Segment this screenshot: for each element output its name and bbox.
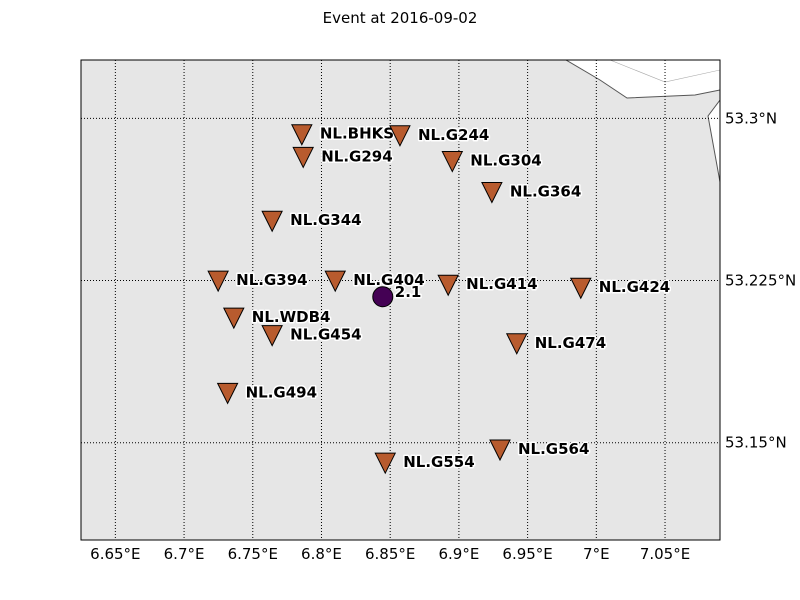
station-label: NL.G394 (236, 271, 307, 289)
station-label: NL.G474 (535, 334, 606, 352)
station-marker: NL.G564 (489, 438, 591, 462)
station-marker: NL.G394 (207, 270, 309, 293)
station-marker: NL.G404 (324, 270, 426, 293)
land-layer (565, 60, 720, 183)
station-triangle-icon (374, 452, 397, 475)
event-magnitude-label: 2.1 (395, 283, 422, 301)
station-marker: NL.BHKS (291, 123, 396, 146)
lat-tick-label: 53.3°N (725, 109, 777, 127)
station-triangle-icon (261, 325, 283, 347)
lat-tick-label: 53.225°N (725, 272, 796, 290)
station-marker: NL.G474 (505, 332, 608, 355)
station-triangle-icon (389, 125, 411, 147)
longitude-tick-labels: 6.65°E 6.7°E 6.75°E 6.8°E 6.85°E 6.9°E 6.95°E 7… (90, 545, 690, 563)
event-epicenter-marker (372, 286, 394, 308)
station-marker: NL.G554 (374, 452, 476, 475)
station-triangle-icon (207, 270, 229, 293)
lon-tick-label: 6.65°E (90, 545, 140, 563)
station-label: NL.G494 (246, 383, 317, 401)
station-triangle-icon (441, 151, 464, 173)
map-title: Event at 2016-09-02 (322, 9, 478, 27)
lat-tick-label: 53.15°N (725, 434, 787, 452)
station-label: NL.G294 (321, 147, 392, 165)
station-marker: NL.G364 (481, 181, 583, 204)
station-label: NL.G304 (470, 152, 541, 170)
station-marker: NL.G304 (441, 150, 543, 173)
latitude-tick-labels: 53.3°N 53.225°N 53.15°N (725, 109, 796, 451)
station-label: NL.G344 (290, 211, 361, 229)
station-marker: NL.G454 (261, 324, 363, 347)
station-triangle-icon (291, 124, 313, 146)
lon-tick-label: 7.05°E (640, 545, 690, 563)
event-layer: 2.1 (372, 281, 423, 308)
station-marker: NL.G424 (569, 277, 672, 300)
station-marker: NL.G344 (261, 210, 363, 233)
station-marker: NL.G494 (216, 382, 319, 405)
station-label: NL.G244 (418, 126, 489, 144)
station-triangle-icon (569, 277, 592, 300)
station-label: NL.G454 (290, 326, 361, 344)
station-layer: NL.BHKS NL.G244 NL.G294 NL.G304 NL.G364 NL.G3… (207, 123, 672, 475)
station-label: NL.G424 (599, 278, 670, 296)
station-label: NL.WDB4 (252, 308, 331, 326)
station-triangle-icon (505, 333, 528, 355)
station-label: NL.BHKS (320, 125, 394, 143)
station-triangle-icon (223, 307, 245, 330)
station-marker: NL.G244 (389, 124, 491, 147)
lon-tick-label: 6.8°E (301, 545, 342, 563)
station-triangle-icon (324, 270, 347, 293)
lon-tick-label: 6.95°E (502, 545, 552, 563)
station-marker: NL.WDB4 (223, 307, 332, 330)
station-label: NL.G554 (403, 453, 474, 471)
station-triangle-icon (437, 274, 459, 297)
station-triangle-icon (216, 382, 239, 405)
station-triangle-icon (261, 210, 283, 233)
land-area (565, 60, 720, 99)
lon-tick-label: 6.75°E (228, 545, 278, 563)
lon-tick-label: 7°E (583, 545, 610, 563)
lon-tick-label: 6.7°E (164, 545, 205, 563)
station-triangle-icon (489, 439, 511, 462)
station-triangle-icon (292, 146, 315, 169)
land-area-east (707, 99, 720, 183)
station-label: NL.G414 (466, 275, 537, 293)
map-frame (80, 59, 721, 541)
station-label: NL.G364 (510, 182, 581, 200)
lon-tick-label: 6.85°E (365, 545, 415, 563)
station-label: NL.G564 (518, 440, 589, 458)
station-triangle-icon (481, 181, 503, 204)
station-marker: NL.G294 (292, 146, 394, 169)
lon-tick-label: 6.9°E (438, 545, 479, 563)
station-marker: NL.G414 (437, 274, 539, 297)
station-label: NL.G404 (353, 271, 424, 289)
